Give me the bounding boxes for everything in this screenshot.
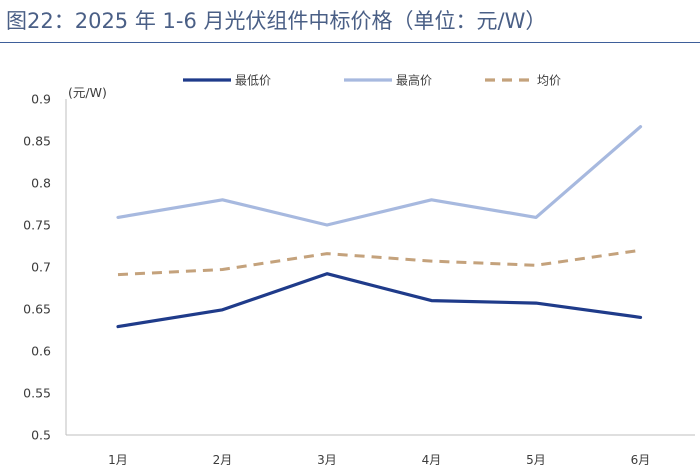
series-line-1	[116, 272, 643, 329]
y-axis-unit-label: (元/W)	[68, 85, 107, 100]
x-tick-label: 5月	[526, 453, 546, 467]
x-tick-labels: 1月 2月 3月 4月 5月 6月	[108, 453, 650, 467]
x-tick-label: 4月	[422, 453, 442, 467]
y-tick-label: 0.65	[23, 302, 51, 317]
legend: 最低价 最高价 均价	[183, 73, 561, 88]
x-tick-label: 6月	[631, 453, 651, 467]
y-tick-label: 0.85	[23, 134, 51, 149]
chart-title: 图22：2025 年 1-6 月光伏组件中标价格（单位：元/W）	[0, 0, 700, 43]
y-tick-label: 0.55	[23, 386, 51, 401]
x-tick-label: 1月	[108, 453, 128, 467]
y-tick-label: 0.8	[31, 176, 51, 191]
series-line-2	[116, 125, 643, 227]
series-lines	[116, 125, 643, 329]
legend-label-1: 最低价	[235, 74, 271, 88]
y-tick-label: 0.7	[31, 260, 51, 275]
y-tick-label: 0.9	[31, 92, 51, 107]
series-line-3	[117, 248, 641, 277]
axes	[65, 99, 695, 436]
x-tick-label: 2月	[213, 453, 233, 467]
x-tick-label: 3月	[317, 453, 337, 467]
legend-label-2: 最高价	[396, 73, 432, 88]
y-tick-label: 0.75	[23, 218, 51, 233]
legend-label-3: 均价	[537, 74, 561, 88]
y-tick-label: 0.5	[31, 428, 51, 443]
y-tick-labels: 0.5 0.55 0.6 0.65 0.7 0.75 0.8 0.85 0.9	[23, 92, 51, 443]
y-tick-label: 0.6	[31, 344, 51, 359]
